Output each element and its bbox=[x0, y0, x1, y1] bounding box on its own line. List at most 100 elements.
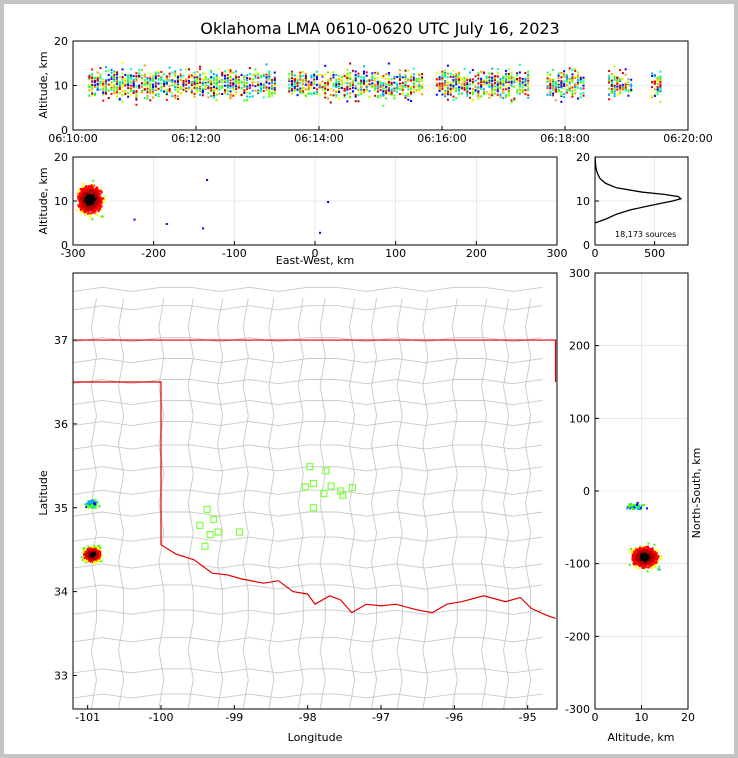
lightning-source-mark bbox=[310, 81, 313, 84]
lightning-source-mark bbox=[351, 69, 354, 72]
lightning-source-mark bbox=[469, 83, 472, 86]
lightning-source-mark bbox=[510, 81, 513, 84]
lightning-source-mark bbox=[129, 84, 132, 87]
lightning-source-mark bbox=[466, 90, 469, 93]
lightning-source-mark bbox=[441, 73, 444, 76]
lightning-source-mark bbox=[576, 79, 579, 82]
lightning-source-mark bbox=[91, 211, 94, 214]
lightning-source-mark bbox=[86, 554, 89, 557]
lightning-source-mark bbox=[152, 85, 155, 88]
lightning-source-mark bbox=[87, 204, 90, 207]
lightning-source-mark bbox=[516, 90, 519, 93]
lightning-source-mark bbox=[96, 551, 99, 554]
lightning-source-mark bbox=[499, 79, 502, 82]
lightning-source-mark bbox=[516, 72, 519, 75]
lightning-source-mark bbox=[182, 83, 185, 86]
lightning-source-mark bbox=[382, 81, 385, 84]
lightning-source-mark bbox=[338, 78, 341, 81]
lightning-source-mark bbox=[188, 74, 191, 77]
lightning-source-mark bbox=[89, 504, 92, 507]
lightning-source-mark bbox=[435, 84, 438, 87]
lightning-source-mark bbox=[243, 84, 246, 87]
lightning-source-mark bbox=[418, 84, 421, 87]
lightning-source-mark bbox=[84, 503, 87, 506]
lightning-source-mark bbox=[549, 80, 552, 83]
lightning-source-mark bbox=[98, 554, 101, 557]
lightning-source-mark bbox=[646, 551, 649, 554]
lightning-source-mark bbox=[259, 82, 262, 85]
lightning-source-mark bbox=[480, 81, 483, 84]
plan-view-xtick-label: -100 bbox=[149, 711, 174, 724]
lightning-source-mark bbox=[221, 78, 224, 81]
county-line bbox=[525, 298, 532, 709]
county-line bbox=[349, 298, 356, 709]
lightning-source-mark bbox=[174, 94, 177, 97]
lightning-source-mark bbox=[549, 90, 552, 93]
lightning-source-mark bbox=[557, 90, 560, 93]
lightning-source-mark bbox=[118, 76, 121, 79]
lightning-source-mark bbox=[466, 86, 469, 89]
lightning-source-mark bbox=[368, 96, 371, 99]
lightning-source-mark bbox=[99, 204, 102, 207]
lightning-source-mark bbox=[398, 75, 401, 78]
lightning-source-mark bbox=[235, 70, 238, 73]
lightning-source-mark bbox=[627, 94, 630, 97]
lightning-source-mark bbox=[579, 79, 582, 82]
lightning-source-mark bbox=[210, 83, 213, 86]
lightning-source-mark bbox=[84, 202, 87, 205]
lightning-source-mark bbox=[613, 84, 616, 87]
lightning-source-mark bbox=[235, 91, 238, 94]
lightning-source-mark bbox=[524, 93, 527, 96]
lightning-source-mark bbox=[91, 191, 94, 194]
east-west-xtick-label: 0 bbox=[312, 247, 319, 260]
lightning-source-mark bbox=[254, 74, 257, 77]
lightning-source-mark bbox=[80, 556, 83, 559]
lightning-source-mark bbox=[446, 92, 449, 95]
lightning-source-mark bbox=[435, 82, 438, 85]
lightning-source-mark bbox=[628, 563, 631, 566]
lightning-source-mark bbox=[616, 88, 619, 91]
lightning-source-mark bbox=[248, 77, 251, 80]
lightning-source-mark bbox=[382, 94, 385, 97]
lightning-source-mark bbox=[90, 502, 93, 505]
lightning-source-mark bbox=[262, 75, 265, 78]
lightning-source-mark bbox=[563, 96, 566, 99]
lightning-source-mark bbox=[174, 80, 177, 83]
lightning-source-mark bbox=[639, 549, 642, 552]
lightning-source-mark bbox=[527, 70, 530, 73]
lightning-source-mark bbox=[374, 89, 377, 92]
lightning-source-mark bbox=[659, 70, 662, 73]
lightning-source-mark bbox=[299, 88, 302, 91]
lightning-source-mark bbox=[647, 549, 650, 552]
station-marker bbox=[339, 491, 347, 499]
lightning-source-mark bbox=[97, 194, 100, 197]
lightning-source-mark bbox=[132, 86, 135, 89]
lightning-source-mark bbox=[138, 69, 141, 72]
lightning-source-mark bbox=[338, 90, 341, 93]
lightning-source-mark bbox=[116, 71, 119, 74]
lightning-source-mark bbox=[218, 85, 221, 88]
lightning-source-mark bbox=[560, 100, 563, 103]
lightning-source-mark bbox=[121, 84, 124, 87]
lightning-source-mark bbox=[103, 199, 106, 202]
lightning-source-mark bbox=[652, 556, 655, 559]
lightning-source-mark bbox=[574, 83, 577, 86]
lightning-source-mark bbox=[480, 77, 483, 80]
lightning-source-mark bbox=[229, 90, 232, 93]
lightning-source-mark bbox=[659, 77, 662, 80]
lightning-source-mark bbox=[81, 200, 84, 203]
lightning-source-mark bbox=[396, 88, 399, 91]
lightning-source-mark bbox=[212, 76, 215, 79]
lightning-source-mark bbox=[477, 72, 480, 75]
lightning-source-mark bbox=[94, 200, 97, 203]
lightning-source-mark bbox=[659, 75, 662, 78]
lightning-source-mark bbox=[455, 83, 458, 86]
lightning-source-mark bbox=[651, 563, 654, 566]
lightning-source-mark bbox=[168, 88, 171, 91]
lightning-source-mark bbox=[93, 560, 96, 563]
lightning-source-mark bbox=[630, 78, 633, 81]
lightning-source-mark bbox=[521, 89, 524, 92]
lightning-source-mark bbox=[83, 559, 86, 562]
lightning-source-mark bbox=[390, 92, 393, 95]
lightning-source-mark bbox=[86, 190, 89, 193]
